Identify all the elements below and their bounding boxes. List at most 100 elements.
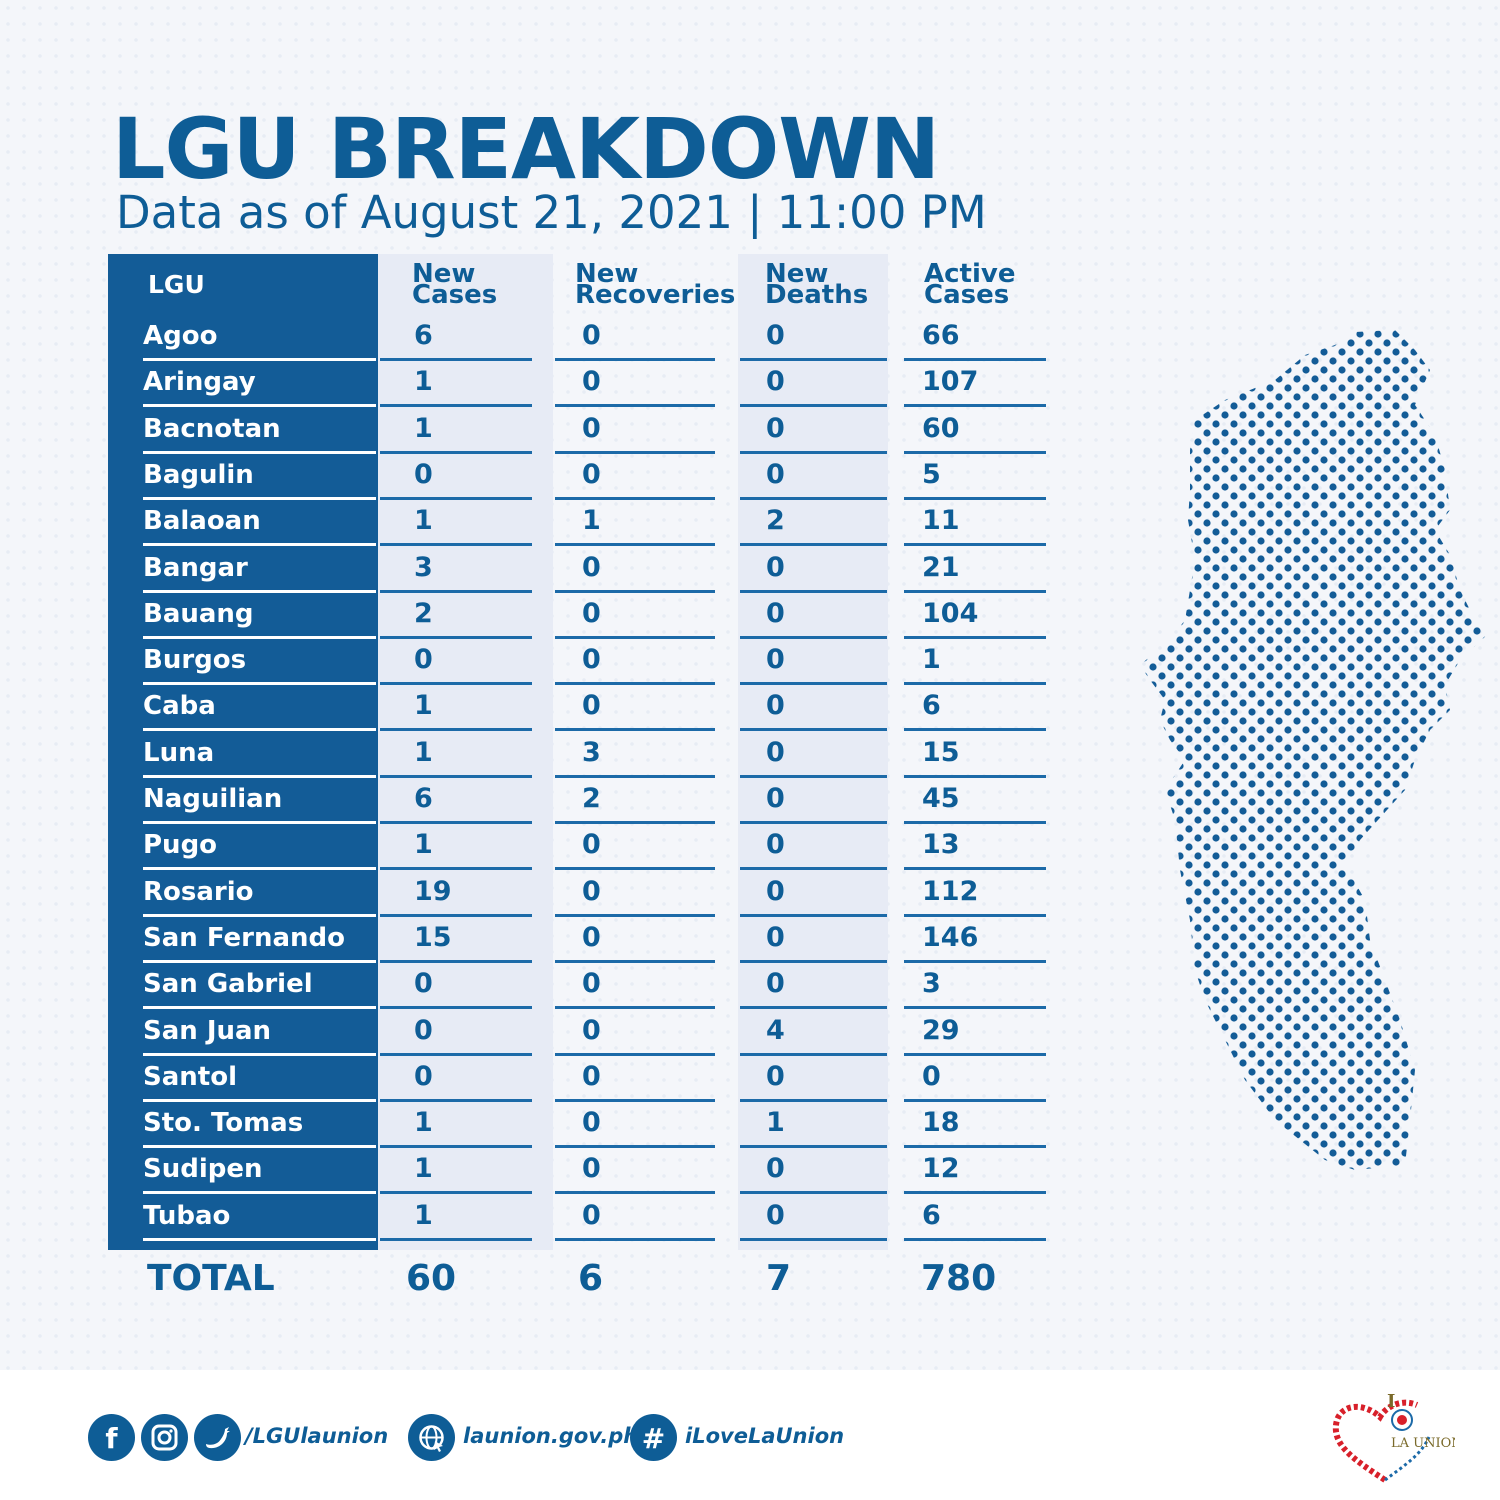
row-divider [904, 1145, 1046, 1149]
row-divider [380, 728, 532, 732]
row-new-recoveries: 0 [582, 968, 601, 1000]
row-divider [904, 774, 1046, 778]
row-divider [143, 1052, 376, 1056]
row-new-cases: 1 [414, 829, 433, 861]
row-divider [143, 1098, 376, 1102]
row-active-cases: 104 [922, 597, 979, 629]
row-new-deaths: 0 [766, 1060, 785, 1092]
row-divider [555, 635, 715, 639]
row-divider [904, 1237, 1046, 1241]
row-active-cases: 45 [922, 783, 960, 814]
row-divider [380, 635, 532, 639]
la-union-map-illustration [1140, 330, 1490, 1170]
row-new-recoveries: 0 [582, 921, 601, 953]
row-divider [740, 774, 887, 778]
row-divider [904, 635, 1046, 639]
row-new-deaths: 0 [766, 921, 785, 953]
row-new-cases: 2 [414, 597, 433, 629]
row-divider [380, 1191, 532, 1195]
row-new-cases: 15 [414, 921, 452, 953]
row-divider [555, 774, 715, 778]
row-divider [740, 728, 887, 732]
row-new-recoveries: 3 [582, 736, 601, 768]
table-row: Agoo 6 0 0 66 [0, 316, 1100, 362]
table-row: Bacnotan 1 0 0 60 [0, 409, 1100, 455]
row-new-recoveries: 1 [582, 505, 601, 537]
row-active-cases: 18 [922, 1107, 960, 1139]
header-new-deaths: New Deaths [765, 259, 869, 310]
row-new-cases: 6 [414, 320, 433, 351]
row-divider [555, 1052, 715, 1056]
row-new-cases: 1 [414, 1107, 433, 1139]
globe-icon[interactable] [408, 1414, 455, 1461]
row-divider [904, 404, 1046, 408]
website-link[interactable]: launion.gov.ph [463, 1424, 639, 1448]
row-divider [740, 1145, 887, 1149]
row-divider [740, 959, 887, 963]
row-lgu-name: Aringay [143, 367, 256, 398]
row-divider [904, 821, 1046, 824]
table-row: Burgos 0 0 0 1 [0, 640, 1100, 686]
row-divider [740, 358, 887, 361]
table-row: San Juan 0 0 4 29 [0, 1011, 1100, 1057]
row-new-deaths: 0 [766, 320, 785, 351]
row-divider [740, 543, 887, 547]
row-divider [143, 450, 376, 454]
total-new-deaths: 7 [766, 1258, 792, 1299]
row-divider [143, 959, 376, 963]
row-new-deaths: 0 [766, 968, 785, 1000]
row-new-recoveries: 0 [582, 597, 601, 629]
instagram-icon[interactable] [141, 1414, 188, 1461]
row-new-deaths: 2 [766, 505, 785, 537]
row-new-cases: 1 [414, 412, 433, 444]
row-new-recoveries: 0 [582, 1014, 601, 1046]
row-divider [904, 543, 1046, 547]
row-divider [380, 543, 532, 547]
total-row: TOTAL 60 6 7 780 [0, 1258, 1100, 1308]
svg-text:f: f [105, 1422, 118, 1455]
row-new-recoveries: 0 [582, 458, 601, 490]
row-divider [380, 1237, 532, 1241]
row-lgu-name: Pugo [143, 830, 218, 861]
row-divider [740, 1052, 887, 1056]
row-new-deaths: 0 [766, 551, 785, 583]
row-new-cases: 1 [414, 736, 433, 768]
row-lgu-name: Sto. Tomas [143, 1108, 304, 1139]
row-new-deaths: 0 [766, 736, 785, 768]
row-divider [740, 589, 887, 593]
row-lgu-name: Bangar [143, 552, 248, 583]
facebook-icon[interactable]: f [88, 1414, 135, 1461]
row-divider [904, 682, 1046, 686]
row-divider [555, 358, 715, 361]
row-new-recoveries: 0 [582, 1060, 601, 1092]
new-deaths-column-background [738, 254, 888, 1250]
row-lgu-name: Bacnotan [143, 413, 281, 444]
row-active-cases: 146 [922, 921, 979, 953]
row-divider [143, 358, 376, 361]
table-row: San Gabriel 0 0 0 3 [0, 964, 1100, 1010]
row-active-cases: 21 [922, 551, 960, 583]
row-divider [143, 774, 376, 778]
row-divider [143, 1006, 376, 1010]
row-active-cases: 3 [922, 968, 941, 1000]
row-divider [380, 589, 532, 593]
row-divider [143, 635, 376, 639]
table-row: Rosario 19 0 0 112 [0, 872, 1100, 918]
table-row: Santol 0 0 0 0 [0, 1057, 1100, 1103]
social-handle[interactable]: /LGUlaunion [245, 1424, 389, 1448]
row-lgu-name: Naguilian [143, 784, 283, 814]
row-divider [143, 1145, 376, 1149]
table-row: Bagulin 0 0 0 5 [0, 455, 1100, 501]
hashtag-text[interactable]: iLoveLaUnion [685, 1424, 845, 1448]
table-row: Luna 1 3 0 15 [0, 733, 1100, 779]
row-lgu-name: San Gabriel [143, 969, 313, 1000]
row-active-cases: 66 [922, 320, 960, 351]
row-active-cases: 13 [922, 829, 960, 861]
row-new-recoveries: 0 [582, 1153, 601, 1185]
table-row: Sudipen 1 0 0 12 [0, 1149, 1100, 1195]
twitter-icon[interactable] [194, 1414, 241, 1461]
row-new-deaths: 1 [766, 1107, 785, 1139]
hashtag-icon[interactable]: # [630, 1414, 677, 1461]
row-divider [380, 867, 532, 871]
table-row: Tubao 1 0 0 6 [0, 1196, 1100, 1242]
